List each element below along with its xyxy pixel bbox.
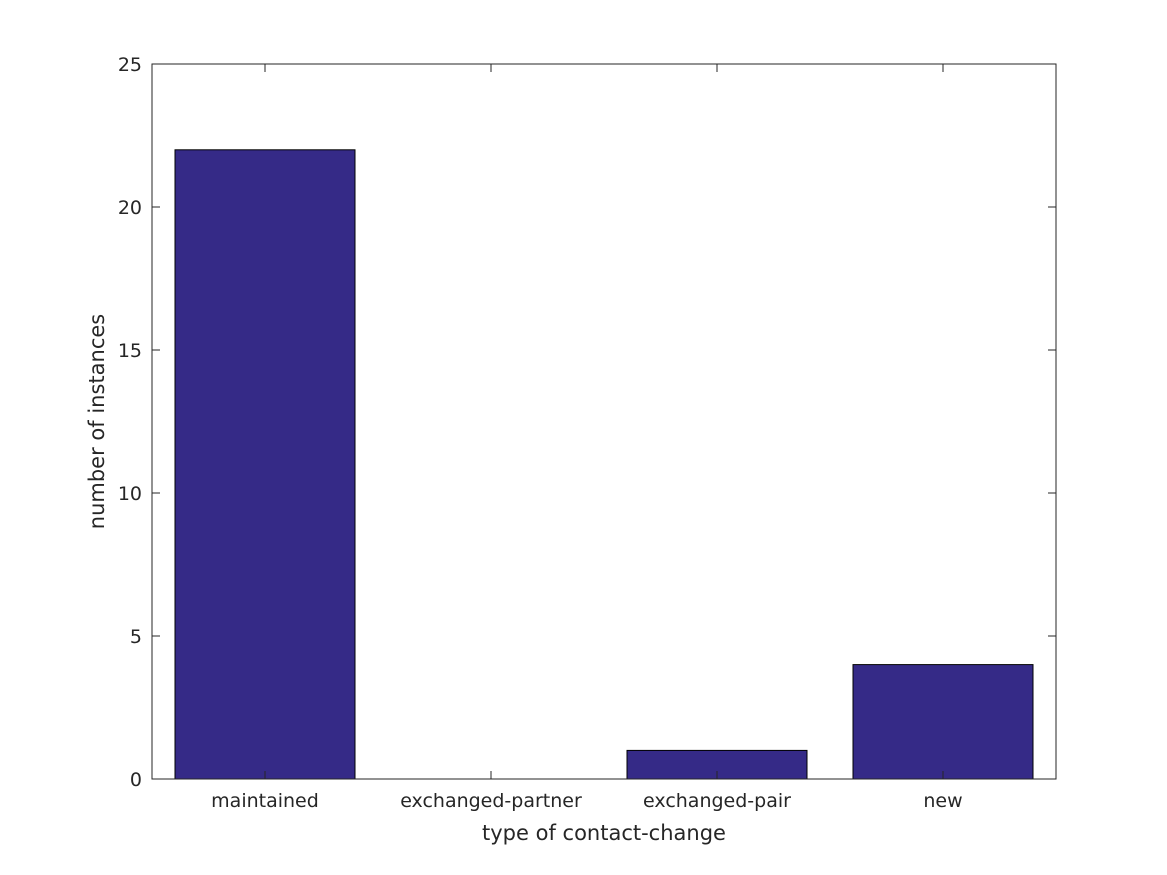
y-tick-label: 20 (118, 197, 142, 219)
y-tick-label: 25 (118, 54, 142, 76)
axes-box (151, 63, 1057, 780)
x-tick-label: exchanged-pair (643, 790, 791, 812)
x-tick-label: new (923, 790, 962, 812)
bar-new (852, 664, 1034, 780)
y-tick-label: 0 (130, 769, 142, 791)
y-tick-label: 10 (118, 483, 142, 505)
ticks-group: maintained exchanged-partner exchanged-pai… (118, 54, 1056, 812)
x-tick-label: exchanged-partner (400, 790, 582, 812)
x-axis-title: type of contact-change (482, 821, 726, 845)
x-tick-label: maintained (211, 790, 319, 812)
y-tick-label: 15 (118, 340, 142, 362)
y-tick-label: 5 (130, 626, 142, 648)
y-axis-title: number of instances (85, 314, 109, 529)
bar-maintained (174, 149, 356, 780)
bars-group (174, 149, 1034, 780)
